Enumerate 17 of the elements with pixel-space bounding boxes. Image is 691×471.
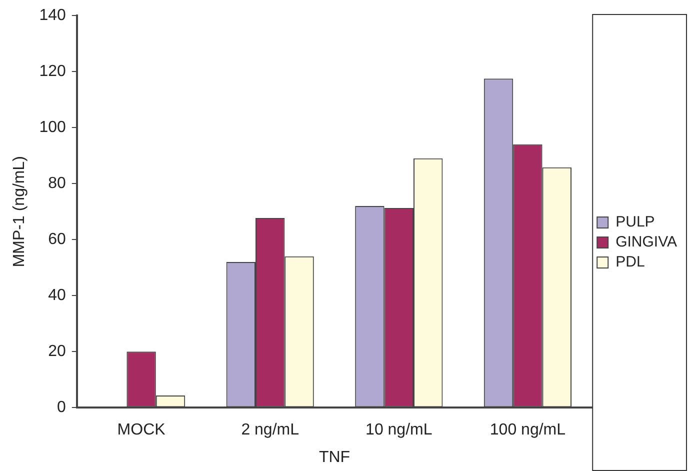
x-axis-title: TNF [318,448,350,466]
legend-label: GINGIVA [616,234,678,251]
y-tick-label: 80 [48,175,66,192]
y-axis-title: MMP-1 (ng/mL) [11,156,28,268]
x-tick-label: 2 ng/mL [241,422,300,439]
y-tick-label: 40 [48,287,66,304]
y-tick-label: 100 [39,119,66,136]
y-tick-label: 20 [48,343,66,360]
x-tick-label: 10 ng/mL [366,422,432,439]
y-tick-label: 0 [56,399,66,416]
y-tick-label: 60 [48,231,66,248]
y-tick-label: 120 [39,63,66,80]
y-tick-label: 140 [39,7,66,24]
legend-label: PDL [616,254,645,271]
x-tick-label: MOCK [117,422,166,439]
legend-label: PULP [616,214,655,231]
x-tick-label: 100 ng/mL [490,422,566,439]
